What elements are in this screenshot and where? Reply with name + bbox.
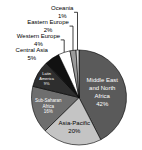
svg-text:Eastern Europe2%: Eastern Europe2% [27, 19, 69, 33]
svg-text:Central Asia5%: Central Asia5% [16, 47, 49, 61]
svg-text:LatinAmerica9%: LatinAmerica9% [39, 71, 54, 86]
svg-text:Middle Eastand NorthAfrica42%: Middle Eastand NorthAfrica42% [87, 77, 119, 106]
svg-text:Asia-Pacific20%: Asia-Pacific20% [59, 120, 90, 134]
svg-text:Western Europe4%: Western Europe4% [17, 33, 61, 47]
svg-text:Sub-SaharanAfrica16%: Sub-SaharanAfrica16% [35, 98, 62, 115]
svg-text:Oceania1%: Oceania1% [51, 5, 74, 19]
